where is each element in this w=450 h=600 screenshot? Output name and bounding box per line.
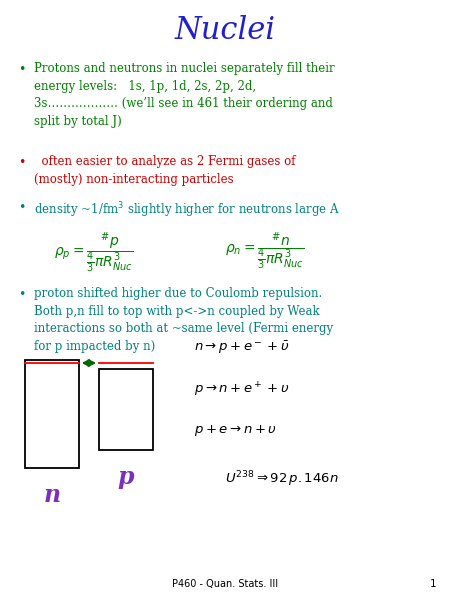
Bar (99, 369, 153, 450)
Text: •: • (18, 201, 25, 214)
Text: proton shifted higher due to Coulomb repulsion.
Both p,n fill to top with p<->n : proton shifted higher due to Coulomb rep… (34, 287, 333, 353)
Text: $p + e \rightarrow n + \upsilon$: $p + e \rightarrow n + \upsilon$ (194, 423, 276, 438)
Bar (25, 360, 79, 468)
Text: •: • (18, 288, 25, 301)
Text: •: • (18, 63, 25, 76)
Text: 1: 1 (430, 579, 436, 589)
Text: Nuclei: Nuclei (175, 15, 275, 46)
Text: $\rho_n = \dfrac{^{\#}n}{\frac{4}{3}\pi R_{Nuc}^3}$: $\rho_n = \dfrac{^{\#}n}{\frac{4}{3}\pi … (225, 231, 305, 272)
Text: •: • (18, 156, 25, 169)
Text: n: n (43, 483, 60, 507)
Text: Protons and neutrons in nuclei separately fill their
energy levels:   1s, 1p, 1d: Protons and neutrons in nuclei separatel… (34, 62, 334, 128)
Text: $p \rightarrow n + e^+ + \upsilon$: $p \rightarrow n + e^+ + \upsilon$ (194, 381, 289, 400)
Text: P460 - Quan. Stats. III: P460 - Quan. Stats. III (172, 579, 278, 589)
Text: density ~1/fm$^3$ slightly higher for neutrons large A: density ~1/fm$^3$ slightly higher for ne… (34, 200, 340, 220)
Text: $U^{238} \Rightarrow 92\,p{.}146n$: $U^{238} \Rightarrow 92\,p{.}146n$ (225, 469, 338, 489)
Text: $n \rightarrow p + e^- + \bar{\upsilon}$: $n \rightarrow p + e^- + \bar{\upsilon}$ (194, 339, 289, 356)
Text: often easier to analyze as 2 Fermi gases of
(mostly) non-interacting particles: often easier to analyze as 2 Fermi gases… (34, 155, 295, 186)
Text: p: p (118, 465, 134, 489)
Text: $\rho_p = \dfrac{^{\#}p}{\frac{4}{3}\pi R_{Nuc}^3}$: $\rho_p = \dfrac{^{\#}p}{\frac{4}{3}\pi … (54, 231, 134, 275)
